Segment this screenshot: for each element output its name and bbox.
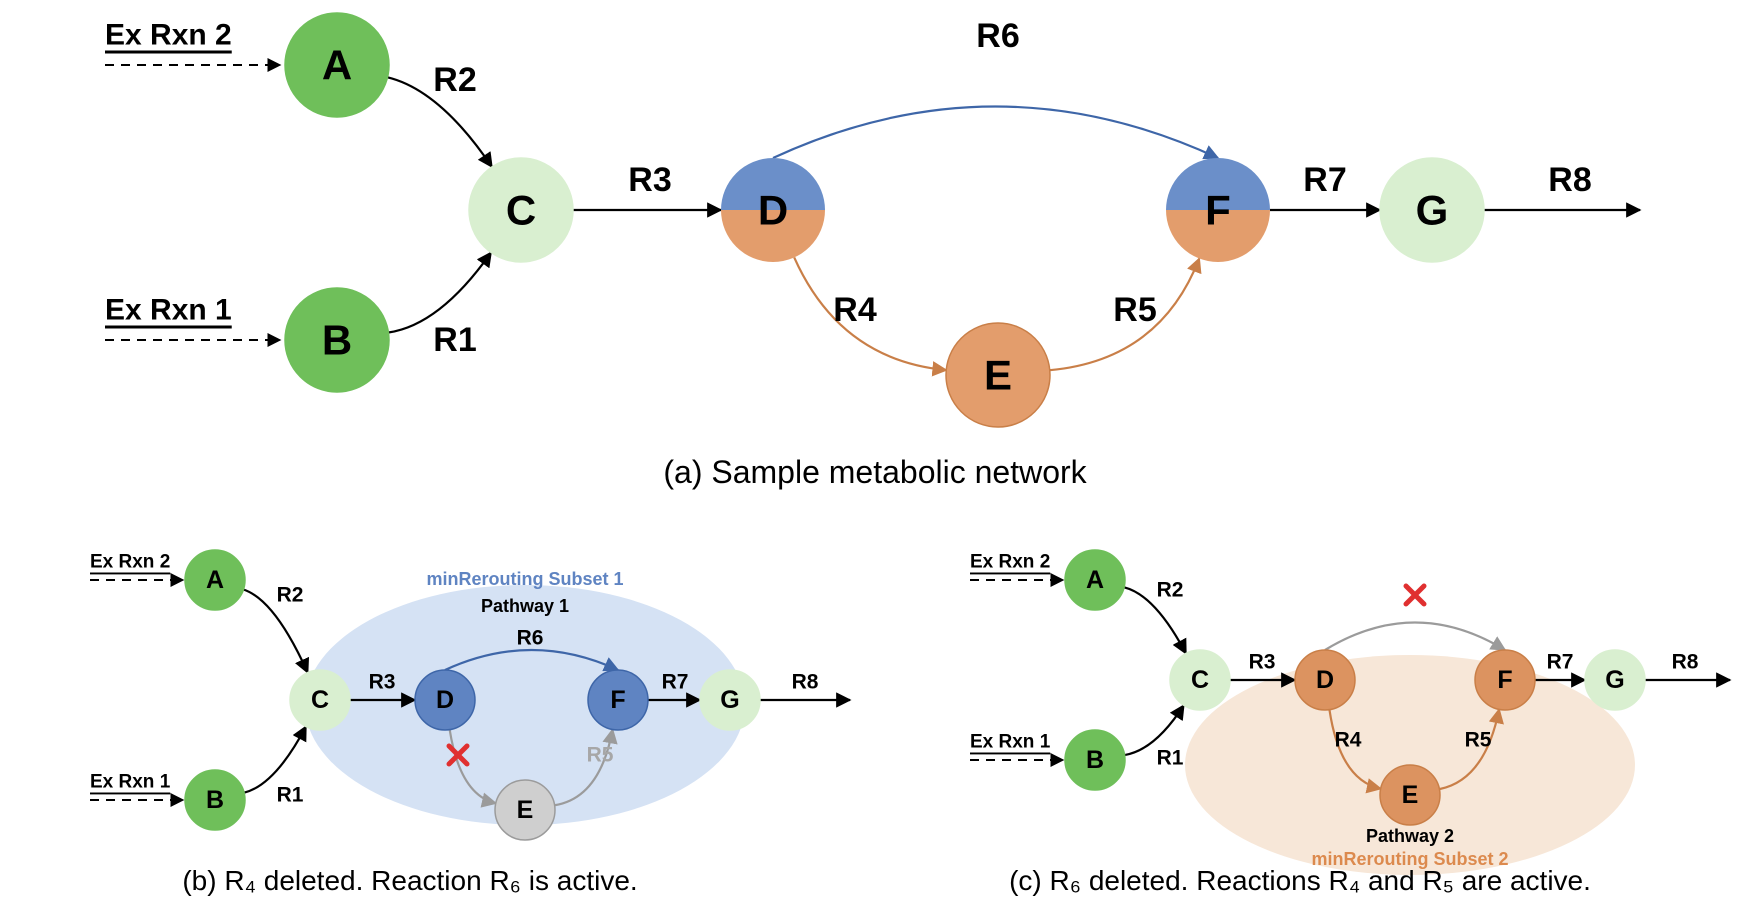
edge-label-r1: R1 (1157, 747, 1184, 770)
edge-r6 (773, 107, 1218, 159)
node-label-d: D (436, 686, 454, 714)
input-label: Ex Rxn 1 (105, 294, 232, 327)
node-label-a: A (1086, 566, 1104, 594)
edge-r6 (1325, 623, 1505, 651)
edge-label-r7: R7 (662, 671, 689, 694)
node-label-g: G (720, 686, 739, 714)
edge-label-r8: R8 (792, 671, 819, 694)
node-e: E (1380, 765, 1440, 825)
edge-label-r3: R3 (369, 671, 396, 694)
node-d: D (1295, 650, 1355, 710)
edge-label-r5: R5 (1113, 291, 1156, 329)
panel-c: Ex Rxn 2Ex Rxn 1R2R1R3R4R5R7R8ABCDEFGmin… (970, 550, 1730, 896)
edge-label-r8: R8 (1672, 651, 1699, 674)
node-e: E (495, 780, 555, 840)
node-label-e: E (517, 796, 534, 824)
node-label-b: B (322, 317, 352, 364)
edge-label-r4: R4 (833, 291, 877, 329)
edge-label-r6: R6 (976, 17, 1019, 55)
edge-label-r3: R3 (628, 161, 671, 199)
node-e: E (946, 323, 1050, 427)
node-label-f: F (1205, 187, 1231, 234)
edge-label-r2: R2 (433, 61, 476, 99)
node-a: A (185, 550, 245, 610)
edge-label-r2: R2 (1157, 579, 1184, 602)
edge-label-r5: R5 (1465, 729, 1492, 752)
node-label-a: A (322, 42, 352, 89)
node-label-g: G (1416, 187, 1449, 234)
edge-label-r2: R2 (277, 584, 304, 607)
node-f: F (1475, 650, 1535, 710)
edge-label-r1: R1 (277, 784, 304, 807)
node-c: C (1170, 650, 1230, 710)
node-label-f: F (610, 686, 625, 714)
panel-a-caption: (a) Sample metabolic network (663, 454, 1087, 490)
node-b: B (1065, 730, 1125, 790)
node-a: A (285, 13, 389, 117)
subset-label: minRerouting Subset 1 (426, 569, 623, 589)
node-d: D (721, 158, 825, 262)
edge-label-r3: R3 (1249, 651, 1276, 674)
node-a: A (1065, 550, 1125, 610)
node-c: C (290, 670, 350, 730)
node-label-d: D (758, 187, 788, 234)
node-g: G (700, 670, 760, 730)
panel-a: Ex Rxn 2 Ex Rxn 1 R2 R1 R3 R6 R4 R5 R7 R8 A B C D E F G (… (105, 13, 1640, 490)
edge-label-r7: R7 (1303, 161, 1346, 199)
pathway-label: Pathway 1 (481, 596, 569, 616)
pathway-label: Pathway 2 (1366, 826, 1454, 846)
edge-label-r6: R6 (517, 627, 544, 650)
node-d: D (415, 670, 475, 730)
edge-label-r8: R8 (1548, 161, 1591, 199)
node-label-b: B (206, 786, 224, 814)
node-label-c: C (506, 187, 536, 234)
node-f: F (1166, 158, 1270, 262)
node-f: F (588, 670, 648, 730)
node-label-e: E (1402, 781, 1419, 809)
input-label: Ex Rxn 1 (90, 772, 171, 793)
node-g: G (1380, 158, 1484, 262)
edge-label-r5: R5 (587, 744, 614, 767)
input-label: Ex Rxn 1 (970, 732, 1051, 753)
node-g: G (1585, 650, 1645, 710)
node-label-c: C (311, 686, 329, 714)
panel-c-caption: (c) R₆ deleted. Reactions R₄ and R₅ are … (1009, 865, 1591, 896)
deleted-mark-r6 (1406, 586, 1424, 604)
node-label-g: G (1605, 666, 1624, 694)
input-label: Ex Rxn 2 (970, 552, 1050, 573)
metabolic-network-figure: Ex Rxn 2 Ex Rxn 1 R2 R1 R3 R6 R4 R5 R7 R8 A B C D E F G (… (0, 0, 1750, 907)
node-label-d: D (1316, 666, 1334, 694)
node-b: B (185, 770, 245, 830)
panel-b: Ex Rxn 2 Ex Rxn 1 R2 R1 R3 R6 R5 R7 R8 A B C D E F Gmin… (90, 550, 850, 896)
node-label-c: C (1191, 666, 1209, 694)
input-label: Ex Rxn 2 (90, 552, 170, 573)
edge-label-r4: R4 (1335, 729, 1362, 752)
edge-label-r1: R1 (433, 321, 476, 359)
node-label-f: F (1497, 666, 1512, 694)
node-label-b: B (1086, 746, 1104, 774)
input-label: Ex Rxn 2 (105, 19, 232, 52)
node-label-a: A (206, 566, 224, 594)
node-c: C (469, 158, 573, 262)
edge-label-r7: R7 (1547, 651, 1574, 674)
node-b: B (285, 288, 389, 392)
node-label-e: E (984, 352, 1012, 399)
panel-b-caption: (b) R₄ deleted. Reaction R₆ is active. (182, 865, 637, 896)
